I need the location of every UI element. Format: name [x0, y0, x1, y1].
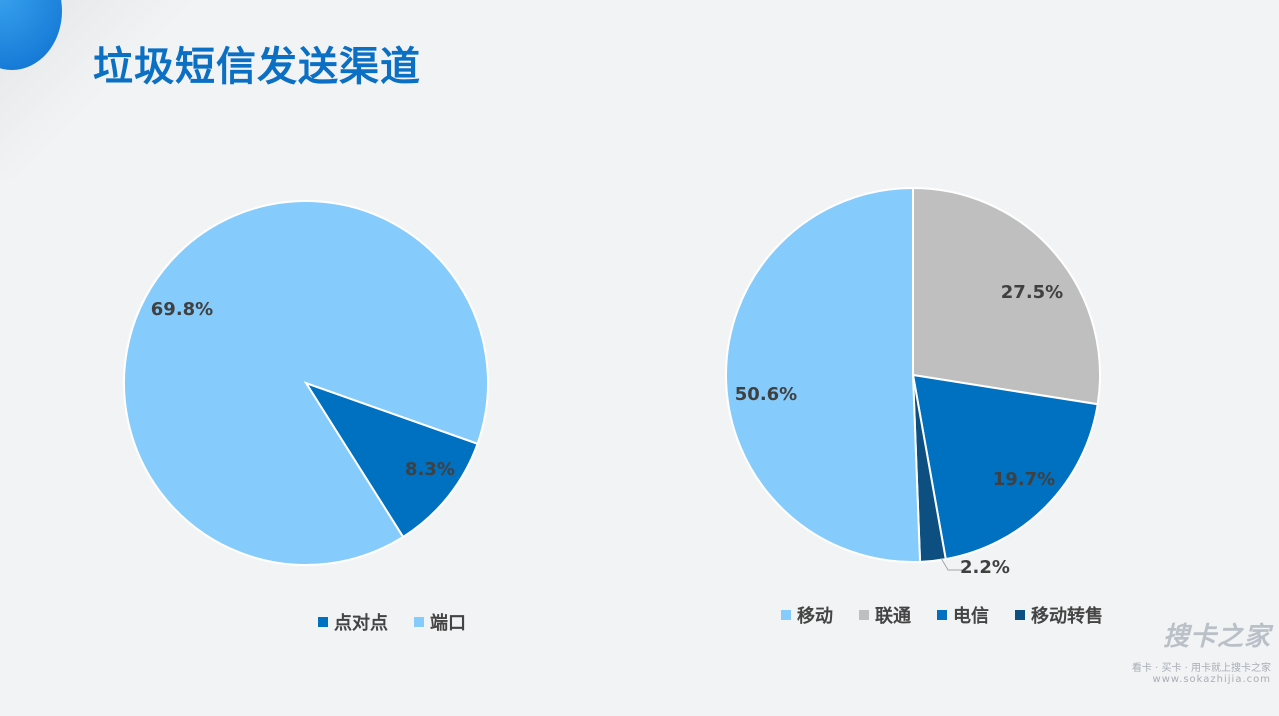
pie2-slice-1 [911, 373, 1099, 561]
pie2-slice-3 [725, 186, 922, 563]
pie2-data-label-3: 50.6% [735, 384, 797, 405]
legend-label-mvno: 移动转售 [1031, 606, 1103, 627]
legend-swatch-telecom [937, 610, 947, 620]
legend-label-mobile: 移动 [797, 606, 833, 627]
pie1-slice-1 [123, 200, 489, 566]
legend-item-port: 端口 [414, 609, 466, 635]
pie1-slice-0 [303, 381, 479, 539]
watermark-tagline: 看卡 · 买卡 · 用卡就上搜卡之家 [1131, 663, 1271, 674]
pie1-data-label-1: 69.8% [151, 299, 213, 320]
legend-item-unicom: 联通 [859, 602, 911, 628]
pie-chart-2: 27.5% 19.7% 2.2% 50.6% [725, 186, 1101, 578]
legend-swatch-mvno [1015, 610, 1025, 620]
legend-item-mobile: 移动 [781, 602, 833, 628]
legend-label-p2p: 点对点 [334, 613, 388, 634]
legend-chart-1: 点对点 端口 [318, 609, 466, 635]
pie2-leader-2 [940, 557, 962, 571]
legend-chart-2: 移动 联通 电信 移动转售 [781, 602, 1103, 628]
pie1-data-label-0: 8.3% [405, 459, 455, 480]
legend-swatch-p2p [318, 617, 328, 627]
watermark-logo: 搜卡之家 [1162, 622, 1271, 652]
legend-swatch-unicom [859, 610, 869, 620]
legend-item-mvno: 移动转售 [1015, 602, 1103, 628]
watermark-url: www.sokazhijia.com [1152, 674, 1271, 685]
pie2-data-label-0: 27.5% [1001, 282, 1063, 303]
watermark: 搜卡之家 看卡 · 买卡 · 用卡就上搜卡之家 www.sokazhijia.c… [1111, 616, 1271, 688]
legend-swatch-port [414, 617, 424, 627]
legend-label-telecom: 电信 [953, 606, 989, 627]
legend-label-port: 端口 [430, 613, 466, 634]
pie2-slice-0 [912, 186, 1101, 406]
pie2-data-label-1: 19.7% [993, 469, 1055, 490]
legend-item-p2p: 点对点 [318, 609, 388, 635]
legend-swatch-mobile [781, 610, 791, 620]
legend-item-telecom: 电信 [937, 602, 989, 628]
pie2-data-label-2: 2.2% [960, 557, 1010, 578]
page-title: 垃圾短信发送渠道 [93, 44, 421, 90]
pie-chart-1: 8.3% 69.8% [123, 200, 489, 566]
legend-label-unicom: 联通 [875, 606, 911, 627]
